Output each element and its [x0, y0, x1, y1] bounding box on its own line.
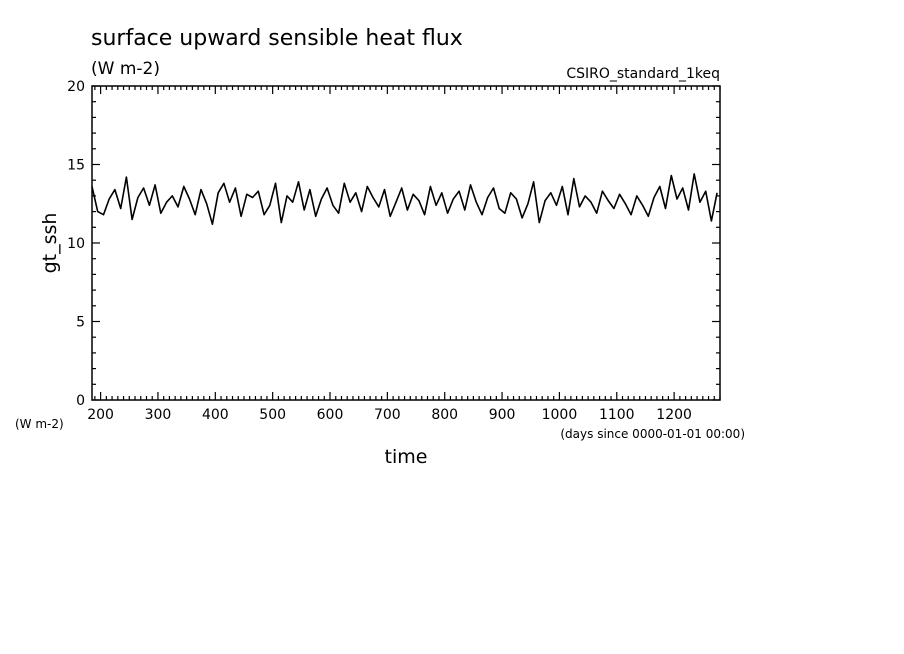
run-label: CSIRO_standard_1keq	[566, 66, 720, 82]
plot-frame	[91, 85, 721, 401]
y-axis-title: gt_ssh	[39, 213, 61, 274]
series-line	[91, 173, 718, 225]
x-tick-label: 300	[145, 407, 172, 423]
y-tick-label: 0	[76, 393, 85, 409]
y-unit-label: (W m-2)	[15, 417, 64, 431]
x-tick-label: 600	[317, 407, 344, 423]
y-axis-ticks: 0 5 10 15 20	[67, 79, 720, 409]
x-axis-ticks: 200 300 400 500 600 700 800 900 1000 1100 1200	[87, 86, 721, 423]
x-tick-label: 400	[202, 407, 229, 423]
x-tick-label: 1200	[656, 407, 692, 423]
x-tick-label: 200	[87, 407, 114, 423]
x-tick-label: 900	[489, 407, 516, 423]
chart-subtitle: (W m-2)	[91, 59, 160, 79]
x-axis-title: time	[385, 446, 428, 468]
x-tick-label: 1000	[542, 407, 578, 423]
x-unit-label: (days since 0000-01-01 00:00)	[560, 427, 745, 441]
x-tick-label: 700	[374, 407, 401, 423]
chart-title: surface upward sensible heat flux	[91, 26, 463, 51]
y-tick-label: 20	[67, 79, 85, 95]
x-tick-label: 1100	[599, 407, 635, 423]
y-tick-label: 15	[67, 158, 85, 174]
y-tick-label: 10	[67, 236, 85, 252]
x-tick-label: 500	[259, 407, 286, 423]
y-tick-label: 5	[76, 315, 85, 331]
x-tick-label: 800	[431, 407, 458, 423]
